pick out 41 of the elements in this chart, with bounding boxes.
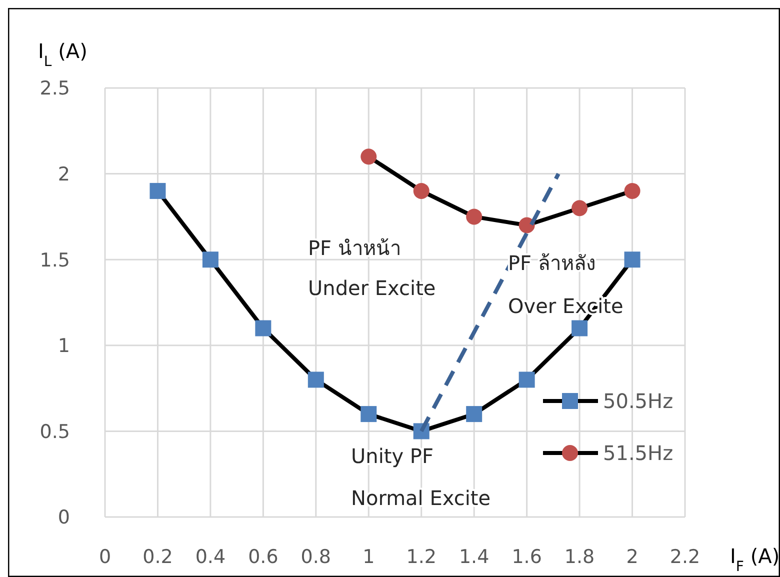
point	[572, 200, 588, 216]
point	[624, 182, 640, 199]
x-tick-label: 0.8	[300, 546, 332, 568]
x-tick-label: 1.8	[564, 546, 595, 568]
point	[413, 182, 430, 199]
x-tick-label: 1.4	[458, 546, 490, 568]
point	[360, 148, 377, 165]
x-tick-label: 1.2	[406, 546, 436, 568]
point	[572, 320, 588, 336]
point	[518, 217, 535, 234]
y-tick-label: 2	[58, 163, 70, 186]
y-tick-label: 1	[58, 335, 70, 358]
x-tick-label: 2.2	[670, 546, 700, 568]
x-tick-label: 2	[626, 546, 638, 568]
y-tick-label: 0.5	[40, 420, 70, 443]
x-tick-label: 0.6	[248, 546, 278, 568]
x-tick-label: 0	[98, 546, 112, 568]
y-axis-title: I$_{L}$ (A)	[38, 39, 88, 70]
annotation: Unity PF	[351, 444, 434, 468]
point	[624, 252, 640, 268]
legend-label: 50.5Hz	[603, 389, 674, 413]
x-tick-label: 1.6	[512, 546, 542, 568]
point	[308, 372, 324, 388]
legend-label: 51.5Hz	[603, 441, 674, 465]
annotation: Normal Excite	[351, 486, 491, 510]
point	[202, 252, 218, 268]
point	[518, 372, 535, 388]
point	[255, 320, 272, 336]
x-tick-label: 0.4	[195, 546, 226, 568]
x-axis-title: I$_{F}$ (A)	[730, 544, 780, 575]
annotation: PF นำหน้า	[308, 236, 401, 260]
point	[150, 182, 166, 199]
y-tick-label: 2.5	[40, 78, 70, 100]
point	[466, 406, 482, 422]
x-tick-label: 0.2	[142, 546, 173, 568]
x-tick-label: 1	[362, 546, 375, 568]
point	[466, 208, 482, 225]
point	[360, 406, 377, 422]
y-tick-label: 0	[58, 506, 70, 529]
annotation: Under Excite	[308, 276, 436, 300]
y-tick-label: 1.5	[40, 249, 70, 272]
